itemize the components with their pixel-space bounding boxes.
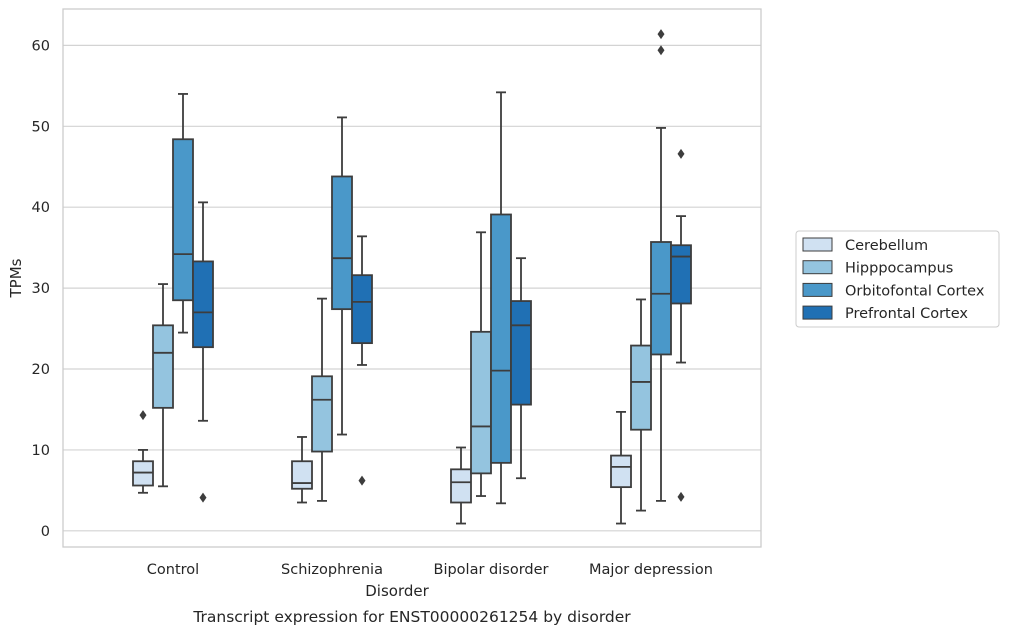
y-tick-label: 30 [32,281,50,297]
iqr-box [331,175,353,311]
x-tick-label: Major depression [589,562,713,578]
box-1-0 [152,283,174,488]
box-2-0 [172,93,194,334]
y-tick-label: 50 [32,119,50,135]
plot-frame [62,8,762,548]
iqr-box [470,330,492,475]
outlier-point [677,148,685,159]
legend-swatch [802,305,833,320]
iqr-box [192,260,214,349]
x-tick-label: Bipolar disorder [434,562,549,578]
outlier-point [139,410,147,421]
box-3-2 [510,257,532,480]
legend-swatch [802,260,833,275]
y-tick-label: 0 [41,524,50,540]
box-0-0 [132,410,154,494]
box-1-3 [630,298,652,512]
box-layer [132,29,692,525]
iqr-box [630,344,652,431]
box-0-3 [610,410,632,525]
legend-label: Cerebellum [845,238,928,254]
outlier-point [657,29,665,40]
box-1-2 [470,231,492,497]
outlier-point [199,492,207,503]
box-3-1 [351,235,373,486]
legend: Cerebellum Hipppocampus Orbitofontal Corte… [795,230,1000,328]
iqr-box [450,468,472,504]
iqr-box [172,138,194,302]
x-tick-labels: Control Schizophrenia Bipolar disorder Majo… [147,562,713,578]
legend-swatch [802,237,833,252]
x-tick-label: Schizophrenia [281,562,383,578]
box-2-3 [650,29,672,502]
outlier-point [677,491,685,502]
y-tick-label: 10 [32,443,50,459]
legend-swatch [802,282,833,297]
box-3-3 [670,148,692,502]
iqr-box [291,460,313,490]
outlier-point [657,45,665,56]
iqr-box [351,274,373,345]
box-2-2 [490,91,512,505]
box-3-0 [192,201,214,503]
box-2-1 [331,116,353,436]
iqr-box [490,213,512,464]
iqr-box [510,300,532,406]
x-tick-label: Control [147,562,199,578]
legend-label: Prefrontal Cortex [845,306,968,322]
box-1-1 [311,297,333,502]
outlier-point [358,475,366,486]
iqr-box [650,241,672,356]
legend-label: Orbitofontal Cortex [845,283,985,299]
y-axis-label: TPMs [7,258,25,298]
iqr-box [311,375,333,453]
iqr-box [670,244,692,305]
legend-label: Hipppocampus [845,261,953,277]
iqr-box [610,454,632,489]
y-tick-labels: 0 10 20 30 40 50 60 [32,38,50,539]
box-0-2 [450,446,472,525]
x-axis-label: Disorder [365,582,429,600]
y-tick-label: 20 [32,362,50,378]
iqr-box [152,324,174,409]
box-0-1 [291,436,313,504]
y-tick-label: 60 [32,38,50,54]
y-tick-label: 40 [32,200,50,216]
legend-frame [795,230,1000,328]
chart-caption: Transcript expression for ENST0000026125… [192,608,631,626]
